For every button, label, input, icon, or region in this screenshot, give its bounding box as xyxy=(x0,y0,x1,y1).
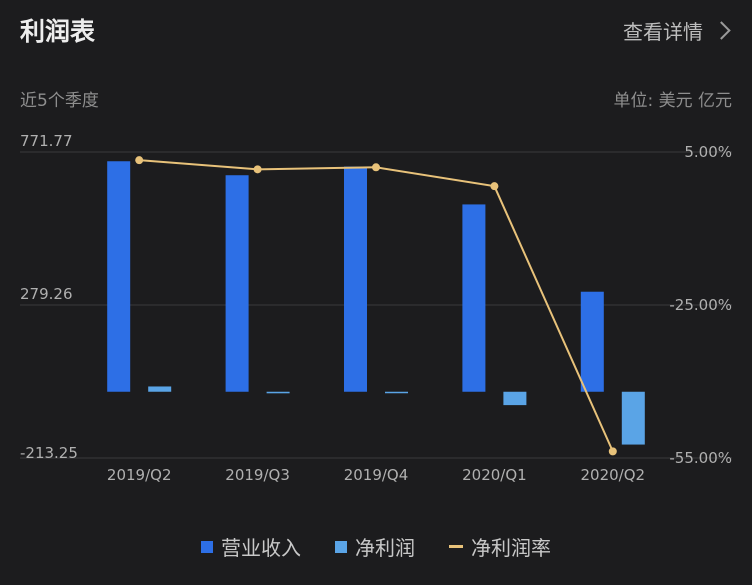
chart-legend: 营业收入 净利润 净利润率 xyxy=(0,532,752,561)
x-tick-label: 2019/Q3 xyxy=(225,466,290,484)
y-right-tick-label: 5.00% xyxy=(684,143,732,161)
bar-net-profit-2019/Q3 xyxy=(266,391,290,394)
legend-item-margin: 净利润率 xyxy=(449,532,551,561)
legend-item-net-profit: 净利润 xyxy=(335,532,415,561)
bar-revenue-2020/Q2 xyxy=(580,291,604,392)
legend-swatch-margin xyxy=(449,545,463,548)
bar-revenue-2019/Q4 xyxy=(344,166,367,392)
bar-net-profit-2019/Q2 xyxy=(148,386,172,392)
margin-line xyxy=(139,159,614,452)
y-left-tick-label: 279.26 xyxy=(20,285,73,303)
unit-label: 单位: 美元 亿元 xyxy=(613,91,732,111)
legend-label-net-profit: 净利润 xyxy=(355,536,415,560)
legend-swatch-revenue xyxy=(201,540,213,553)
bar-net-profit-2020/Q2 xyxy=(621,391,645,445)
bar-revenue-2019/Q3 xyxy=(225,175,249,392)
legend-item-revenue: 营业收入 xyxy=(201,532,301,561)
bar-revenue-2019/Q2 xyxy=(107,161,131,392)
legend-label-revenue: 营业收入 xyxy=(221,536,301,560)
margin-point-2020/Q2 xyxy=(608,447,617,456)
view-details-label: 查看详情 xyxy=(623,20,703,44)
x-tick-label: 2020/Q2 xyxy=(581,466,646,484)
page-title: 利润表 xyxy=(20,17,96,46)
margin-point-2019/Q4 xyxy=(372,163,380,172)
margin-point-2019/Q2 xyxy=(135,156,144,165)
legend-label-margin: 净利润率 xyxy=(471,536,551,560)
y-right-tick-label: -55.00% xyxy=(669,449,732,467)
period-subtitle: 近5个季度 xyxy=(20,91,99,111)
view-details-button[interactable]: 查看详情 xyxy=(623,16,734,45)
x-tick-label: 2019/Q4 xyxy=(344,466,409,484)
x-tick-label: 2019/Q2 xyxy=(107,466,172,484)
y-left-tick-label: -213.25 xyxy=(20,444,78,462)
profit-chart: 771.77 279.26 -213.25 5.00% -25.00% -55.00% 20… xyxy=(20,132,732,484)
bar-net-profit-2020/Q1 xyxy=(503,391,527,406)
bar-net-profit-2019/Q4 xyxy=(385,391,408,394)
x-tick-label: 2020/Q1 xyxy=(462,466,527,484)
y-right-tick-label: -25.00% xyxy=(669,296,732,314)
bar-revenue-2020/Q1 xyxy=(462,204,486,392)
legend-swatch-net-profit xyxy=(335,540,347,553)
margin-point-2020/Q1 xyxy=(490,182,499,191)
margin-point-2019/Q3 xyxy=(253,165,262,174)
y-left-tick-label: 771.77 xyxy=(20,132,73,150)
